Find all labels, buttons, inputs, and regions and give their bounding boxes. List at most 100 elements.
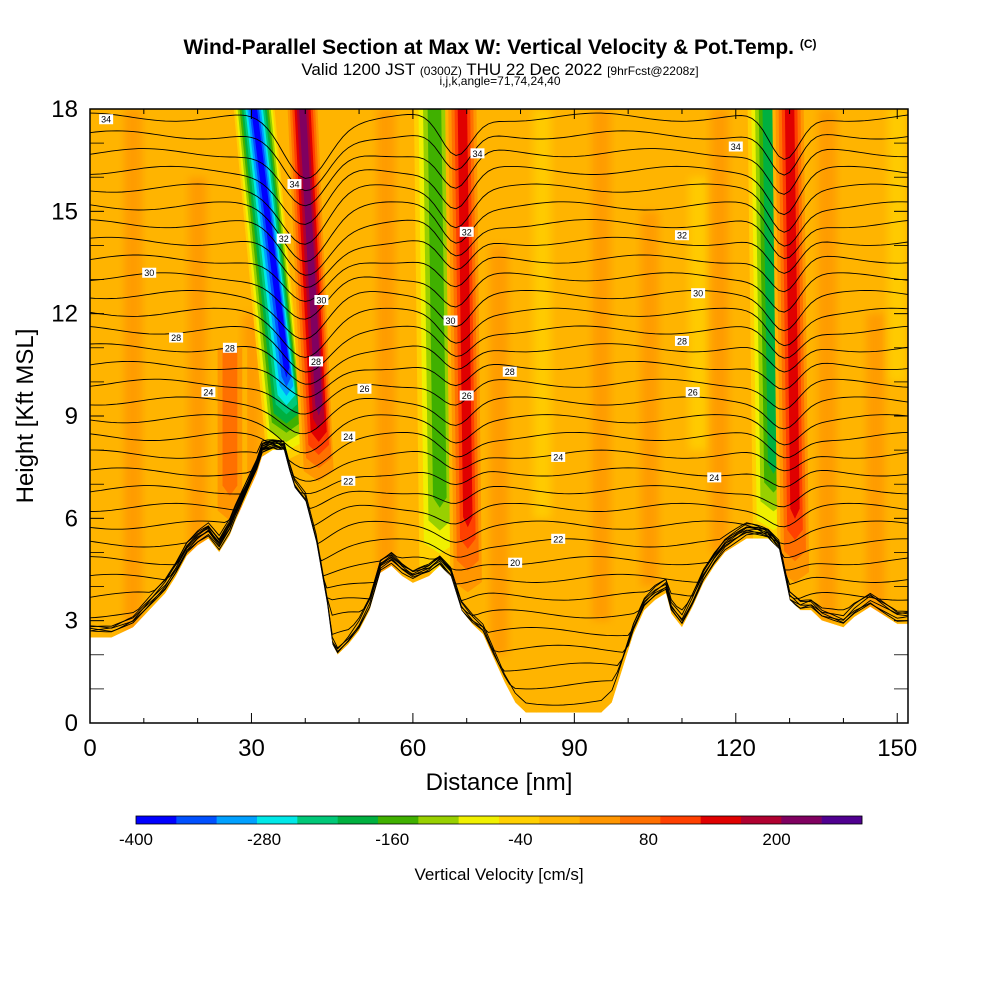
colorbar-swatch-5 (337, 816, 379, 824)
theta-isentrope-15 (90, 431, 908, 470)
grid-indices: i,j,k,angle=71,74,24,40 (439, 74, 561, 88)
updraft-band-2-level-4 (784, 109, 800, 519)
theta-isentrope-14 (90, 439, 908, 482)
theta-label-21: 24 (551, 451, 566, 462)
theta-isentrope-21 (90, 325, 908, 373)
theta-label-7: 30 (142, 267, 157, 278)
valid-time-line: Valid 1200 JST (0300Z) THU 22 Dec 2022 [… (0, 60, 1000, 80)
theta-label-text-21: 24 (553, 452, 563, 462)
y-tick-label-5: 15 (51, 198, 78, 225)
field-cell-weak-10 (818, 109, 837, 621)
theta-label-bg-13 (309, 356, 324, 367)
theta-label-bg-17 (459, 390, 474, 401)
theta-label-23: 22 (341, 475, 356, 486)
theta-label-6: 32 (674, 230, 689, 241)
theta-label-text-20: 24 (343, 432, 353, 442)
theta-isentrope-19 (90, 360, 908, 398)
theta-label-4: 32 (276, 233, 291, 244)
axes: 0 30 60 90 120 150 0 3 6 9 12 15 18 (51, 96, 917, 762)
colorbar-swatch-8 (458, 816, 500, 824)
theta-label-2: 34 (470, 148, 485, 159)
theta-label-5: 32 (459, 226, 474, 237)
theta-label-text-19: 24 (203, 388, 213, 398)
theta-label-text-6: 32 (677, 231, 687, 241)
updraft-band-1-level-4 (457, 109, 473, 528)
field-cell-weak-5 (533, 109, 552, 519)
theta-label-bg-10 (691, 288, 706, 299)
theta-label-bg-18 (685, 387, 700, 398)
colorbar-swatch-7 (418, 816, 459, 824)
updraft-band-0-level-6 (299, 109, 323, 416)
theta-isentrope-9 (90, 443, 908, 562)
theta-isentrope-26 (90, 236, 908, 288)
field-cell-weak-8 (689, 177, 708, 451)
theta-label-bg-20 (341, 431, 356, 442)
x-tick-label-3: 90 (561, 735, 588, 762)
theta-label-text-7: 30 (144, 268, 154, 278)
y-tick-label-1: 3 (65, 608, 78, 635)
theta-label-text-3: 34 (731, 142, 741, 152)
theta-label-text-25: 20 (510, 558, 520, 568)
theta-label-bg-14 (502, 366, 517, 377)
x-axis-label: Distance [nm] (426, 769, 573, 796)
theta-label-text-23: 22 (343, 476, 353, 486)
theta-label-text-8: 30 (316, 296, 326, 306)
theta-label-16: 26 (357, 383, 372, 394)
theta-label-0: 34 (99, 114, 114, 125)
field-cell-weak-3 (376, 109, 395, 587)
colorbar-swatch-2 (216, 816, 258, 824)
theta-isentrope-5 (90, 446, 908, 619)
theta-isentrope-16 (90, 414, 908, 454)
colorbar-tick-label-1: -280 (247, 830, 281, 849)
valid-time-date: THU 22 Dec 2022 (466, 60, 603, 79)
theta-isentrope-24 (90, 272, 908, 320)
theta-isentrope-27 (90, 219, 908, 276)
theta-label-bg-0 (99, 114, 114, 125)
theta-label-text-16: 26 (359, 384, 369, 394)
theta-label-bg-6 (674, 230, 689, 241)
theta-label-bg-2 (470, 148, 485, 159)
theta-label-17: 26 (459, 390, 474, 401)
colorbar-swatch-3 (257, 816, 298, 824)
colorbar-tick-label-0: -400 (119, 830, 153, 849)
colorbar-swatch-0 (136, 816, 177, 824)
theta-isentrope-13 (90, 439, 908, 495)
x-tick-label-5: 150 (877, 735, 917, 762)
theta-label-text-14: 28 (505, 367, 515, 377)
theta-label-bg-22 (707, 472, 722, 483)
theta-isentrope-33 (90, 112, 908, 179)
theta-label-text-10: 30 (693, 289, 703, 299)
theta-label-11: 28 (169, 332, 184, 343)
field-cell-weak-11 (866, 313, 885, 621)
colorbar-swatch-9 (499, 816, 540, 824)
downdraft-band-1-level-3 (427, 109, 447, 508)
colorbar-tick-label-5: 200 (762, 830, 790, 849)
theta-label-bg-11 (169, 332, 184, 343)
colorbar: -400 -280 -160 -40 80 200 (119, 815, 863, 849)
theta-label-text-9: 30 (446, 316, 456, 326)
theta-label-22: 24 (707, 472, 722, 483)
colorbar-swatch-6 (378, 816, 419, 824)
y-axis-label: Height [Kft MSL] (12, 329, 39, 504)
theta-label-24: 22 (551, 533, 566, 544)
theta-label-8: 30 (314, 295, 329, 306)
theta-isentrope-8 (90, 440, 908, 578)
colorbar-swatch-11 (579, 816, 621, 824)
theta-isentrope-23 (90, 290, 908, 340)
theta-label-text-18: 26 (688, 388, 698, 398)
theta-label-bg-12 (222, 342, 237, 353)
colorbar-tick-label-3: -40 (508, 830, 533, 849)
theta-label-text-15: 28 (677, 336, 687, 346)
terrain-mask (89, 449, 909, 724)
theta-label-bg-25 (508, 557, 523, 568)
y-tick-label-2: 6 (65, 505, 78, 532)
colorbar-swatch-13 (660, 816, 701, 824)
theta-isentrope-12 (90, 443, 908, 509)
colorbar-swatch-10 (539, 816, 580, 824)
colorbar-tick-label-2: -160 (375, 830, 409, 849)
theta-label-bg-3 (728, 141, 743, 152)
theta-label-18: 26 (685, 387, 700, 398)
theta-label-15: 28 (674, 335, 689, 346)
colorbar-swatch-12 (620, 816, 661, 824)
